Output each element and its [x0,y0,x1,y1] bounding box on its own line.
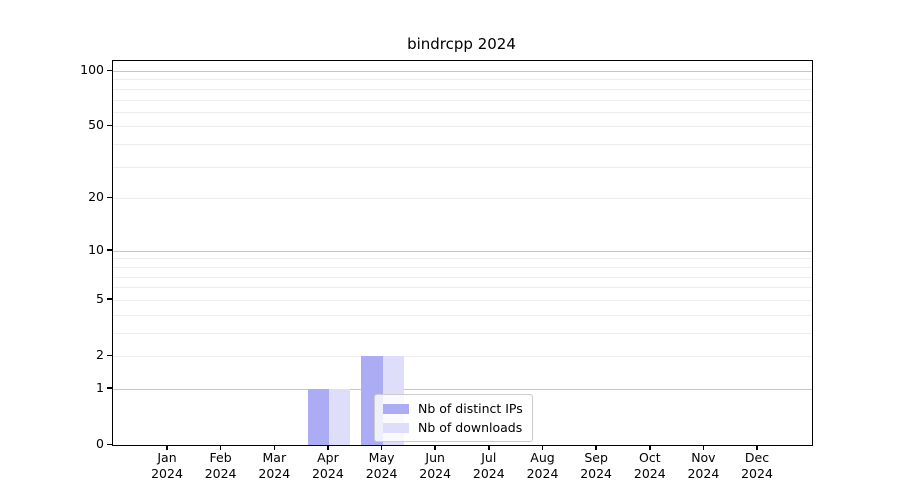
x-tick-mark-oct [649,445,651,450]
x-tick-mark-sep [595,445,597,450]
y-tick-mark-1 [107,387,112,389]
gridline-y-3 [113,332,812,334]
gridline-y-60 [113,111,812,113]
y-tick-label-10: 10 [88,241,104,257]
gridline-y-50 [113,126,812,128]
x-tick-label-apr: Apr 2024 [311,450,344,481]
gridline-y-5 [113,299,812,301]
chart-title: bindrcpp 2024 [407,35,516,53]
y-tick-mark-10 [107,249,112,251]
x-tick-mark-feb [219,445,222,450]
y-tick-mark-20 [107,196,112,199]
gridline-y-8 [113,266,812,268]
y-tick-label-20: 20 [88,189,104,205]
gridline-y-100 [113,71,812,72]
plot-area: Nb of distinct IPs Nb of downloads [112,60,813,446]
legend-item-distinct-ips: Nb of distinct IPs [383,401,523,416]
bar-apr-downloads [328,388,351,445]
x-tick-mark-aug [541,445,544,450]
gridline-y-7 [113,276,812,278]
y-tick-label-0: 0 [96,436,104,451]
gridline-y-4 [113,314,812,316]
gridline-y-6 [113,287,812,289]
gridline-y-40 [113,144,812,146]
gridline-y-70 [113,99,812,101]
y-tick-mark-100 [107,69,112,71]
y-tick-mark-0 [107,443,112,445]
x-tick-mark-apr [327,445,329,450]
gridline-y-2 [113,356,812,357]
y-tick-label-1: 1 [96,379,104,395]
y-tick-label-100: 100 [80,62,104,77]
x-tick-mark-jan [166,445,168,450]
x-tick-mark-jul [488,445,490,450]
y-tick-mark-5 [107,298,112,300]
x-tick-label-aug: Aug 2024 [526,450,559,481]
x-tick-label-may: May 2024 [365,450,398,481]
x-tick-label-jul: Jul 2024 [472,450,505,481]
x-tick-mark-may [380,445,383,450]
legend-item-downloads: Nb of downloads [383,420,523,435]
x-tick-label-feb: Feb 2024 [204,450,237,481]
x-tick-mark-jun [434,445,436,450]
legend-swatch-downloads [383,422,409,433]
x-tick-label-dec: Dec 2024 [741,450,773,481]
x-tick-label-nov: Nov 2024 [687,450,720,481]
gridline-y-30 [113,166,812,168]
legend-label-downloads: Nb of downloads [418,420,523,435]
y-tick-mark-50 [107,124,112,127]
x-tick-mark-mar [273,445,275,450]
gridline-y-1 [113,388,812,390]
gridline-y-10 [113,250,812,252]
x-tick-mark-dec [756,445,758,450]
x-tick-label-jun: Jun 2024 [419,450,452,481]
y-tick-label-2: 2 [96,347,104,362]
gridline-y-20 [113,198,812,200]
y-tick-label-5: 5 [96,290,104,306]
x-tick-mark-nov [702,445,705,450]
x-tick-label-mar: Mar 2024 [258,450,291,481]
y-tick-label-50: 50 [88,117,104,133]
y-tick-mark-2 [107,354,112,356]
x-tick-label-oct: Oct 2024 [633,450,666,481]
gridline-y-90 [113,79,812,81]
legend-label-distinct-ips: Nb of distinct IPs [418,401,523,416]
legend: Nb of distinct IPs Nb of downloads [374,394,533,442]
x-tick-label-jan: Jan 2024 [151,450,183,481]
gridline-y-80 [113,88,812,90]
legend-swatch-distinct-ips [383,403,409,414]
gridline-y-9 [113,258,812,260]
bar-apr-distinct-ips [307,388,329,445]
x-tick-label-sep: Sep 2024 [580,450,612,481]
